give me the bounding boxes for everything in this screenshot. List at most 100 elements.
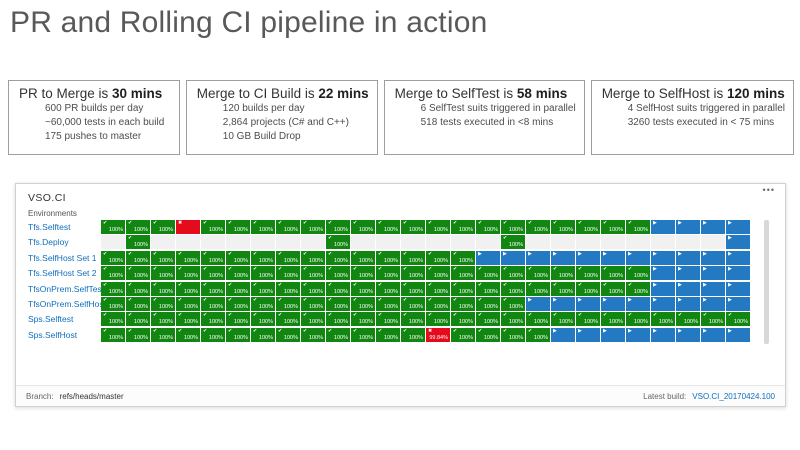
build-cell-pass[interactable]: ✔ 100% [201, 312, 225, 327]
build-cell-queued[interactable]: ▶ [576, 250, 600, 265]
build-cell-pass[interactable]: ✔ 100% [376, 327, 400, 342]
build-cell-pass[interactable]: ✔ 100% [401, 296, 425, 311]
build-cell-pass[interactable]: ✔ 100% [251, 327, 275, 342]
build-cell-pass[interactable]: ✔ 100% [251, 281, 275, 296]
build-cell-pass[interactable]: ✔ 100% [501, 220, 525, 234]
build-cell-pass[interactable]: ✔ 100% [276, 250, 300, 265]
environment-link[interactable]: Tfs.Deploy [28, 237, 69, 248]
build-cell-pass[interactable]: ✔ 100% [276, 327, 300, 342]
build-cell-pass[interactable]: ✔ 100% [351, 281, 375, 296]
build-cell-pass[interactable]: ✔ 100% [101, 250, 125, 265]
build-cell-pass[interactable]: ✔ 100% [326, 281, 350, 296]
build-cell-queued[interactable]: ▶ [676, 327, 700, 342]
build-cell-queued[interactable]: ▶ [651, 250, 675, 265]
ellipsis-menu-icon[interactable]: ••• [762, 185, 775, 195]
build-cell-pass[interactable]: ✔ 100% [476, 266, 500, 281]
build-cell-queued[interactable]: ▶ [726, 235, 750, 250]
build-cell-pass[interactable]: ✔ 100% [151, 220, 175, 234]
build-cell-queued[interactable]: ▶ [701, 266, 725, 281]
build-cell-pass[interactable]: ✔ 100% [501, 327, 525, 342]
build-cell-pass[interactable]: ✔ 100% [426, 266, 450, 281]
build-cell-pass[interactable]: ✔ 100% [301, 327, 325, 342]
build-cell-pass[interactable]: ✔ 100% [451, 220, 475, 234]
environment-link[interactable]: Tfs.SelfHost Set 1 [28, 252, 97, 263]
build-cell-pass[interactable]: ✔ 100% [401, 281, 425, 296]
build-cell-pass[interactable]: ✔ 100% [551, 220, 575, 234]
build-cell-pass[interactable]: ✔ 100% [151, 250, 175, 265]
build-cell-pass[interactable]: ✔ 100% [276, 296, 300, 311]
build-cell-pass[interactable]: ✔ 100% [251, 266, 275, 281]
build-cell-pass[interactable]: ✔ 100% [651, 312, 675, 327]
build-cell-pass[interactable]: ✔ 100% [626, 266, 650, 281]
build-cell-queued[interactable]: ▶ [726, 250, 750, 265]
build-cell-pass[interactable]: ✔ 100% [301, 312, 325, 327]
build-cell-pass[interactable]: ✔ 100% [201, 266, 225, 281]
build-cell-queued[interactable]: ▶ [651, 220, 675, 234]
build-cell-pass[interactable]: ✔ 100% [426, 250, 450, 265]
build-cell-pass[interactable]: ✔ 100% [601, 281, 625, 296]
build-cell-pass[interactable]: ✔ 100% [301, 281, 325, 296]
build-cell-pass[interactable]: ✔ 100% [151, 296, 175, 311]
build-cell-pass[interactable]: ✔ 100% [126, 235, 150, 250]
environment-link[interactable]: Tfs.SelfHost Set 2 [28, 268, 97, 279]
build-cell-pass[interactable]: ✔ 100% [276, 266, 300, 281]
build-cell-pass[interactable]: ✔ 100% [226, 266, 250, 281]
build-cell-pass[interactable]: ✔ 100% [351, 296, 375, 311]
build-cell-pass[interactable]: ✔ 100% [476, 327, 500, 342]
build-cell-pass[interactable]: ✔ 100% [226, 296, 250, 311]
build-cell-pass[interactable]: ✔ 100% [176, 312, 200, 327]
build-cell-pass[interactable]: ✔ 100% [326, 250, 350, 265]
build-cell-queued[interactable]: ▶ [676, 281, 700, 296]
build-cell-pass[interactable]: ✔ 100% [351, 250, 375, 265]
build-cell-pass[interactable]: ✔ 100% [351, 312, 375, 327]
build-cell-pass[interactable]: ✔ 100% [376, 281, 400, 296]
build-cell-queued[interactable]: ▶ [726, 220, 750, 234]
build-cell-pass[interactable]: ✔ 100% [276, 312, 300, 327]
build-cell-pass[interactable]: ✔ 100% [601, 312, 625, 327]
build-cell-pass[interactable]: ✔ 100% [126, 296, 150, 311]
build-cell-pass[interactable]: ✔ 100% [551, 312, 575, 327]
build-cell-pass[interactable]: ✔ 100% [126, 281, 150, 296]
build-cell-pass[interactable]: ✔ 100% [351, 220, 375, 234]
build-cell-pass[interactable]: ✔ 100% [251, 250, 275, 265]
build-cell-pass[interactable]: ✔ 100% [401, 250, 425, 265]
build-cell-pass[interactable]: ✔ 100% [576, 312, 600, 327]
build-cell-queued[interactable]: ▶ [526, 296, 550, 311]
build-cell-pass[interactable]: ✔ 100% [526, 266, 550, 281]
build-cell-pass[interactable]: ✔ 100% [501, 266, 525, 281]
build-cell-pass[interactable]: ✔ 100% [326, 327, 350, 342]
build-cell-fail[interactable]: ✖ 99.84% [426, 327, 450, 342]
build-cell-pass[interactable]: ✔ 100% [501, 235, 525, 250]
build-cell-queued[interactable]: ▶ [601, 296, 625, 311]
build-cell-pass[interactable]: ✔ 100% [126, 250, 150, 265]
build-cell-queued[interactable]: ▶ [651, 327, 675, 342]
build-cell-pass[interactable]: ✔ 100% [176, 327, 200, 342]
build-cell-pass[interactable]: ✔ 100% [201, 327, 225, 342]
build-cell-pass[interactable]: ✔ 100% [451, 281, 475, 296]
environment-link[interactable]: TfsOnPrem.SelfHost [28, 298, 101, 309]
build-cell-pass[interactable]: ✔ 100% [301, 296, 325, 311]
build-cell-pass[interactable]: ✔ 100% [226, 220, 250, 234]
build-cell-queued[interactable]: ▶ [701, 281, 725, 296]
build-cell-pass[interactable]: ✔ 100% [301, 220, 325, 234]
build-cell-pass[interactable]: ✔ 100% [676, 312, 700, 327]
build-cell-pass[interactable]: ✔ 100% [326, 266, 350, 281]
build-cell-pass[interactable]: ✔ 100% [426, 312, 450, 327]
build-cell-pass[interactable]: ✔ 100% [151, 266, 175, 281]
build-cell-queued[interactable]: ▶ [676, 220, 700, 234]
build-cell-queued[interactable]: ▶ [551, 327, 575, 342]
latest-build-link[interactable]: VSO.CI_20170424.100 [692, 391, 775, 401]
build-cell-pass[interactable]: ✔ 100% [226, 312, 250, 327]
build-cell-pass[interactable]: ✔ 100% [476, 281, 500, 296]
build-cell-pass[interactable]: ✔ 100% [476, 220, 500, 234]
build-cell-pass[interactable]: ✔ 100% [501, 312, 525, 327]
environment-link[interactable]: Sps.SelfHost [28, 329, 78, 340]
build-cell-pass[interactable]: ✔ 100% [726, 312, 750, 327]
build-cell-pass[interactable]: ✔ 100% [576, 281, 600, 296]
build-cell-pass[interactable]: ✔ 100% [101, 281, 125, 296]
build-cell-pass[interactable]: ✔ 100% [201, 220, 225, 234]
build-cell-pass[interactable]: ✔ 100% [626, 220, 650, 234]
vertical-scrollbar[interactable] [764, 220, 769, 344]
build-cell-queued[interactable]: ▶ [651, 296, 675, 311]
build-cell-pass[interactable]: ✔ 100% [226, 250, 250, 265]
